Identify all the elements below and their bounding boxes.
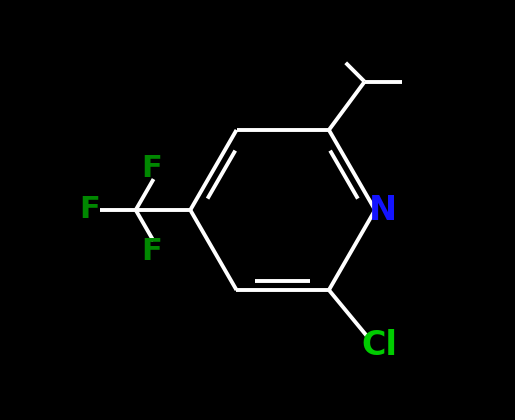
Text: F: F bbox=[79, 195, 100, 225]
Text: F: F bbox=[141, 237, 162, 266]
Text: F: F bbox=[141, 154, 162, 183]
Text: N: N bbox=[369, 194, 397, 226]
Text: Cl: Cl bbox=[362, 329, 397, 362]
